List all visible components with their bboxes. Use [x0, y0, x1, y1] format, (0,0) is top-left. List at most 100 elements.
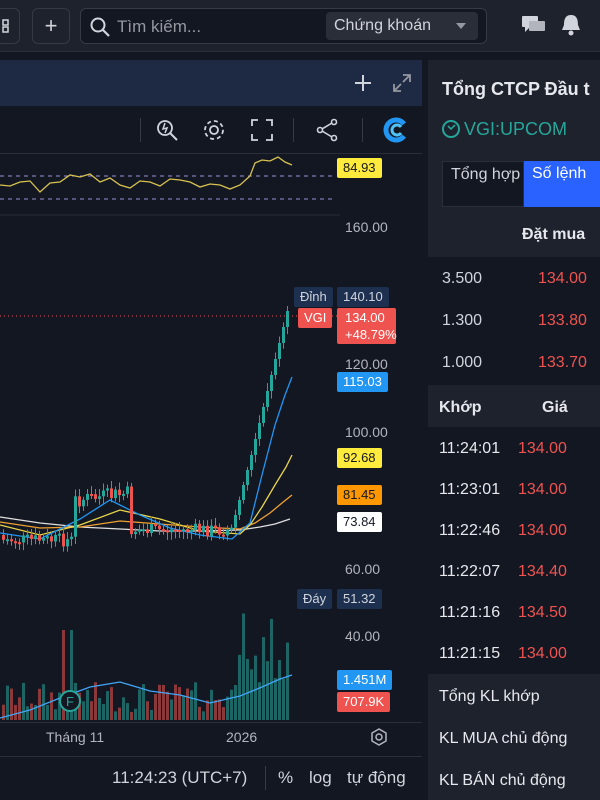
trade-time: 11:22:07 [439, 563, 501, 580]
chat-icon[interactable] [521, 14, 547, 38]
share-icon[interactable] [315, 118, 339, 142]
chart-header [0, 60, 422, 106]
refresh-icon[interactable] [440, 118, 462, 140]
volume-bar [218, 699, 221, 720]
settings-small-icon[interactable] [369, 727, 389, 747]
brand-logo-icon[interactable] [380, 116, 410, 144]
candle-body [138, 529, 141, 532]
candle-body [10, 539, 13, 542]
ma-blue-tag: 115.03 [337, 372, 388, 392]
candle-body [38, 535, 41, 541]
expand-icon[interactable] [392, 73, 412, 93]
add-chart-icon[interactable] [354, 74, 372, 92]
trade-row[interactable] [428, 509, 600, 551]
volume-bar [242, 613, 245, 720]
trade-row[interactable] [428, 550, 600, 592]
volume-bar [58, 692, 61, 720]
add-button[interactable]: + [32, 8, 70, 44]
volume-bar [182, 695, 185, 720]
gear-icon[interactable] [202, 118, 226, 142]
volume-bar [62, 630, 65, 720]
candle-body [198, 523, 201, 533]
candle-body [258, 423, 261, 439]
trade-time: 11:21:16 [439, 604, 501, 621]
candle-body [246, 470, 249, 485]
toolbar-divider [140, 118, 141, 142]
candle-body [22, 535, 25, 543]
candle-body [182, 529, 185, 532]
volume-bar [190, 690, 193, 720]
volume-bar [270, 618, 273, 720]
candle-body [58, 533, 61, 536]
volume-ma-line [0, 674, 293, 719]
candle-body [262, 407, 265, 423]
company-name: Tổng CTCP Đầu t [442, 79, 590, 99]
volume-bar [234, 684, 237, 720]
trade-row[interactable] [428, 632, 600, 674]
volume-bar [286, 642, 289, 720]
trade-price: 134.40 [518, 563, 567, 580]
trade-row[interactable] [428, 427, 600, 469]
bid-qty: 3.500 [442, 270, 483, 287]
volume-bar [90, 701, 93, 720]
fullscreen-icon[interactable] [251, 119, 273, 141]
bid-row[interactable] [428, 299, 600, 343]
summary-total-volume: Tổng KL khớp [439, 688, 540, 705]
volume-bar [158, 684, 161, 720]
time-axis [0, 722, 422, 752]
auto-scale-button[interactable]: tự động [347, 768, 406, 787]
last-price-value: 134.00 [345, 310, 385, 325]
trade-row[interactable] [428, 468, 600, 510]
candle-body [266, 391, 269, 407]
trade-price: 134.00 [518, 481, 567, 498]
bell-icon[interactable] [560, 13, 582, 37]
trade-time: 11:22:46 [439, 522, 501, 539]
candle-body [190, 530, 193, 533]
volume-bar [34, 705, 37, 720]
candle-body [34, 535, 37, 539]
candle-body [238, 500, 241, 515]
price-axis-label: 160.00 [345, 219, 388, 235]
magic-search-icon[interactable] [155, 118, 179, 142]
volume-bar [6, 685, 9, 720]
market-select[interactable]: Chứng khoán [326, 12, 478, 40]
volume-bar [198, 706, 201, 720]
candle-body [234, 515, 237, 528]
volume-bar [106, 691, 109, 720]
ma-orange-tag: 81.45 [337, 485, 382, 505]
order-panel: Tổng CTCP Đầu t VGI:UPCOM Tổng hợp Số lệ… [428, 60, 600, 800]
volume-bar [266, 661, 269, 720]
trade-time: 11:23:01 [439, 481, 501, 498]
top-bar: + Tìm kiếm... Chứng khoán [0, 0, 600, 52]
candle-body [146, 529, 149, 534]
volume-bar [282, 678, 285, 720]
volume-bar [98, 697, 101, 720]
bid-header: Đặt mua [428, 212, 600, 262]
grid-menu-button[interactable] [0, 8, 20, 44]
candle-body [282, 327, 285, 343]
log-scale-button[interactable]: log [309, 768, 332, 787]
candle-body [114, 489, 117, 499]
price-chart[interactable]: F [0, 155, 422, 725]
ma-blue-line [0, 376, 293, 540]
search-box[interactable]: Tìm kiếm... Chứng khoán [80, 8, 487, 44]
candle-body [74, 496, 77, 537]
volume-bar [122, 697, 125, 720]
symbol-tag: VGI [298, 308, 333, 328]
tab-order-book[interactable]: Số lệnh [524, 161, 600, 207]
candle-body [162, 529, 165, 532]
candle-body [78, 496, 81, 507]
percent-scale-button[interactable]: % [278, 768, 294, 787]
grid-icon [2, 19, 9, 33]
search-input[interactable]: Tìm kiếm... [117, 17, 202, 36]
volume-bar [162, 685, 165, 720]
toolbar-divider [293, 118, 294, 142]
volume-bar [110, 687, 113, 720]
bid-row[interactable] [428, 257, 600, 301]
event-marker[interactable] [59, 690, 81, 712]
bid-row[interactable] [428, 341, 600, 385]
trade-row[interactable] [428, 591, 600, 633]
tab-summary[interactable]: Tổng hợp [442, 161, 524, 207]
volume-bar [230, 689, 233, 720]
volume-ma-tag: 1.451M [337, 670, 393, 690]
